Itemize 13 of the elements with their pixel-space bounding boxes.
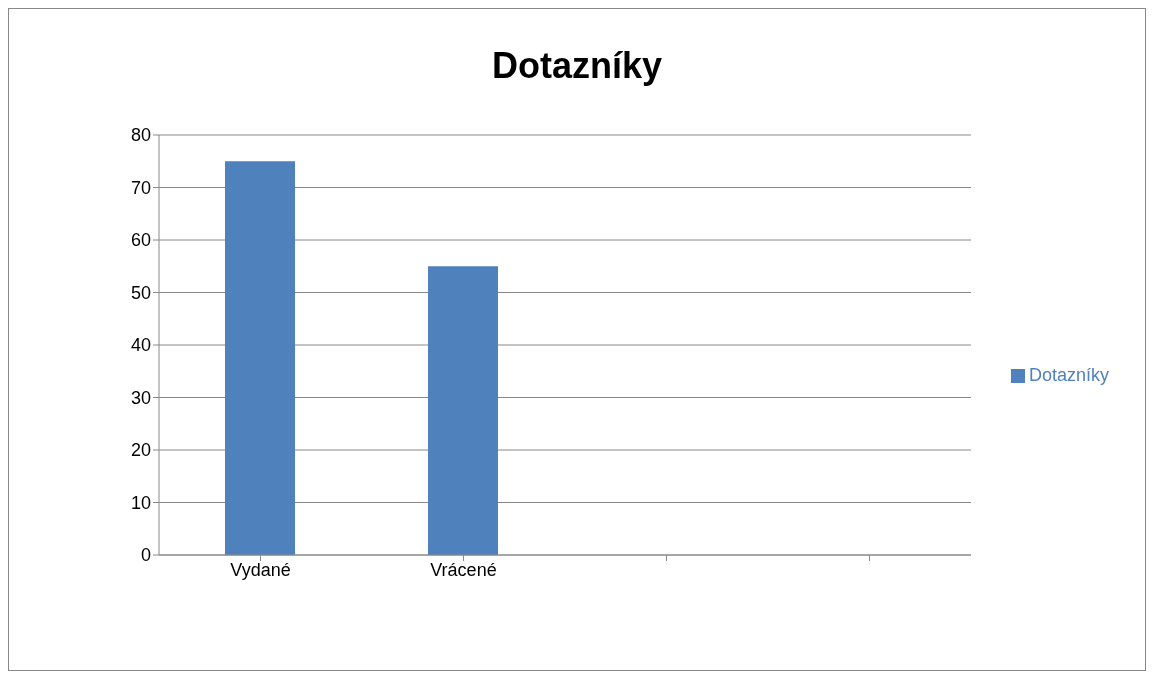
y-tick-label: 30	[130, 387, 151, 408]
y-tick-label: 60	[130, 230, 151, 251]
y-tick-label: 0	[140, 545, 151, 566]
chart-title: Dotazníky	[490, 45, 663, 88]
y-tick-label: 20	[130, 440, 151, 461]
y-tick-label: 40	[130, 335, 151, 356]
x-tick-label: Vydané	[230, 559, 291, 580]
y-tick-label: 70	[130, 177, 151, 198]
y-tick-label: 80	[130, 125, 151, 146]
x-tick-label: Vrácené	[430, 559, 497, 580]
y-tick-label: 10	[130, 492, 151, 513]
y-tick-label: 50	[130, 282, 151, 303]
legend-label: Dotazníky	[1028, 364, 1109, 385]
